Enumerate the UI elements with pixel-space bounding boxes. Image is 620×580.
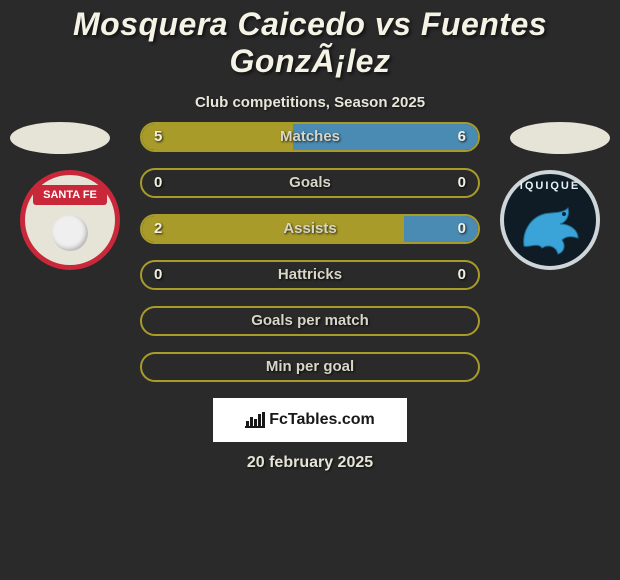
chart-icon <box>245 412 265 428</box>
stat-value-left: 0 <box>154 262 162 288</box>
stat-label: Matches <box>142 124 478 150</box>
stat-label: Min per goal <box>142 354 478 380</box>
stat-value-left: 0 <box>154 170 162 196</box>
stat-value-right: 0 <box>458 216 466 242</box>
player-right-oval <box>510 122 610 154</box>
dragon-icon <box>518 202 582 256</box>
stat-label: Hattricks <box>142 262 478 288</box>
stat-label: Goals <box>142 170 478 196</box>
stat-label: Assists <box>142 216 478 242</box>
watermark: FcTables.com <box>213 398 407 442</box>
page-title: Mosquera Caicedo vs Fuentes GonzÃ¡lez <box>0 0 620 80</box>
stat-row: Matches5 6 <box>140 122 480 152</box>
player-left-oval <box>10 122 110 154</box>
club-crest-right: IQUIQUE <box>500 170 600 270</box>
club-crest-left: SANTA FE <box>20 170 120 270</box>
comparison-bars: Matches56Goals00Assists20Hattricks00Goal… <box>140 122 480 398</box>
stat-row: Goals0 0 <box>140 168 480 198</box>
stat-value-left: 2 <box>154 216 162 242</box>
stat-row: Min per goal <box>140 352 480 382</box>
crest-right-text: IQUIQUE <box>504 180 596 192</box>
stat-label: Goals per match <box>142 308 478 334</box>
crest-left-banner: SANTA FE <box>33 185 107 205</box>
stat-row: Hattricks0 0 <box>140 260 480 290</box>
stat-value-right: 6 <box>458 124 466 150</box>
page-subtitle: Club competitions, Season 2025 <box>0 94 620 111</box>
stat-value-right: 0 <box>458 170 466 196</box>
date-text: 20 february 2025 <box>0 454 620 472</box>
stat-value-right: 0 <box>458 262 466 288</box>
crest-left-ball-icon <box>52 215 88 251</box>
watermark-text: FcTables.com <box>269 411 375 429</box>
stat-row: Goals per match <box>140 306 480 336</box>
stat-row: Assists2 0 <box>140 214 480 244</box>
stat-value-left: 5 <box>154 124 162 150</box>
